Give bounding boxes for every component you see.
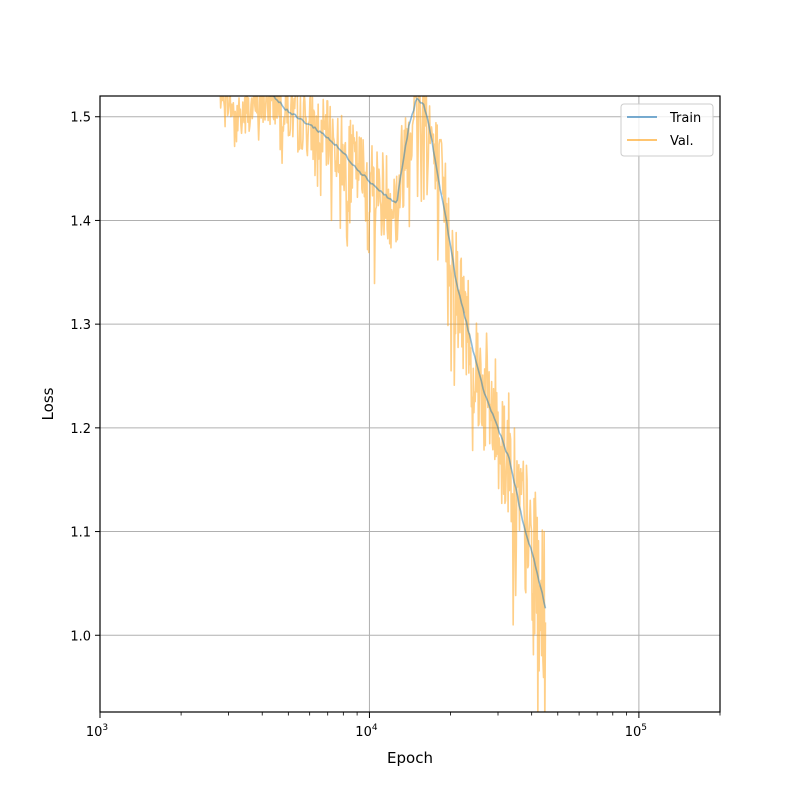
y-tick-label: 1.5 <box>70 111 91 126</box>
y-tick-label: 1.2 <box>70 422 91 437</box>
y-tick-label: 1.3 <box>70 318 91 333</box>
legend: Train Val. <box>620 103 714 157</box>
x-tick-label: 104 <box>355 723 378 740</box>
y-tick-label: 1.4 <box>70 214 91 229</box>
series-line-train <box>267 96 547 609</box>
legend-label-train: Train <box>669 111 701 126</box>
ticks: 1.0 1.1 1.2 1.3 1.4 1.5 103 104 105 <box>70 111 721 740</box>
y-tick-label: 1.0 <box>70 629 91 644</box>
x-tick-label: 105 <box>625 723 647 740</box>
legend-label-val: Val. <box>670 134 694 149</box>
x-axis-label: Epoch <box>387 749 433 767</box>
plot-frame <box>99 95 721 713</box>
y-tick-label: 1.1 <box>70 526 91 541</box>
y-axis-label: Loss <box>39 387 57 420</box>
series-layer <box>219 96 547 712</box>
x-tick-label: 103 <box>86 723 108 740</box>
